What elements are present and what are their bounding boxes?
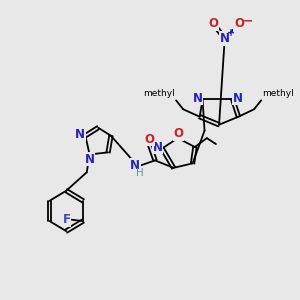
Text: F: F	[63, 213, 71, 226]
Text: N: N	[153, 141, 163, 154]
Text: H: H	[136, 168, 143, 178]
Text: methyl: methyl	[262, 89, 294, 98]
Text: +: +	[227, 28, 236, 38]
Text: N: N	[192, 92, 203, 105]
Text: N: N	[233, 92, 243, 105]
Text: O: O	[234, 17, 244, 30]
Text: methyl: methyl	[143, 89, 175, 98]
Text: N: N	[75, 128, 85, 141]
Text: N: N	[130, 159, 140, 172]
Text: N: N	[220, 32, 230, 45]
Text: N: N	[85, 153, 94, 166]
Text: O: O	[144, 133, 154, 146]
Text: −: −	[242, 14, 253, 27]
Text: O: O	[208, 17, 218, 30]
Text: O: O	[173, 128, 183, 140]
